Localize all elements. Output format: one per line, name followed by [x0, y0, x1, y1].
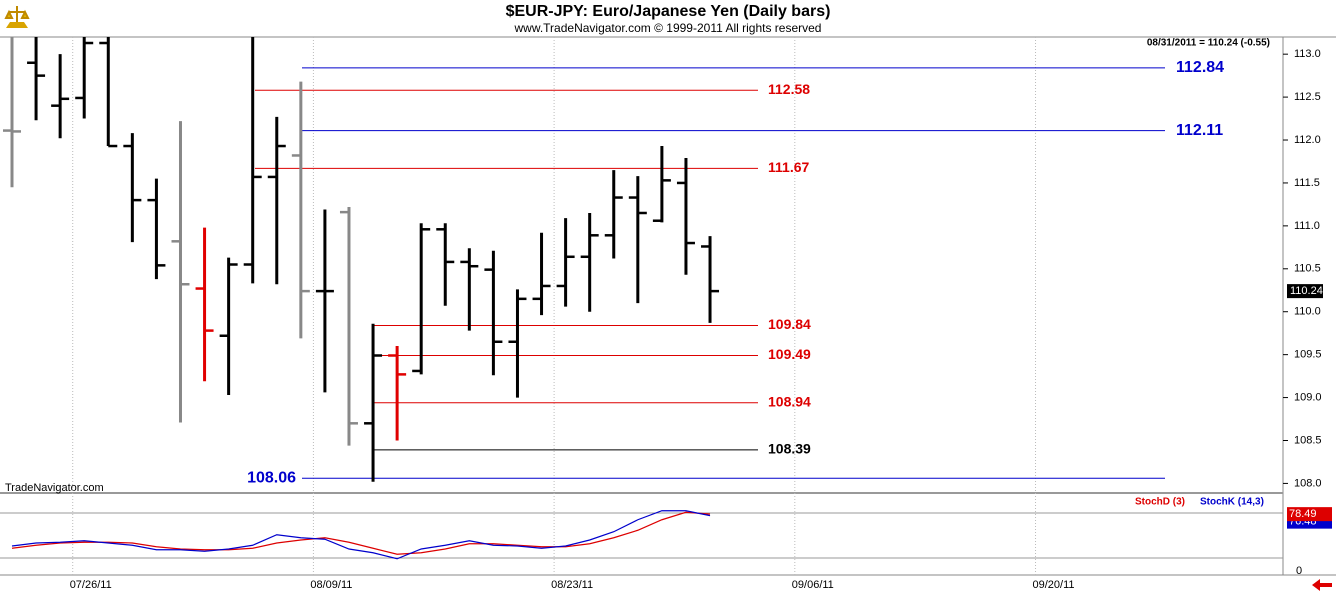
watermark: TradeNavigator.com [5, 482, 104, 494]
stoch-line [11, 510, 711, 560]
level-label: 108.39 [768, 441, 811, 457]
y-tick-label: 0 [1296, 565, 1302, 577]
y-tick-label: 111.0 [1294, 220, 1320, 232]
chart-title: $EUR-JPY: Euro/Japanese Yen (Daily bars) [506, 3, 831, 20]
stochastic-panel [0, 510, 1283, 560]
y-tick-label: 113.0 [1294, 48, 1321, 60]
y-tick-label: 111.5 [1294, 177, 1320, 189]
x-tick-label: 08/09/11 [310, 579, 352, 591]
y-tick-label: 108.5 [1294, 434, 1322, 446]
level-label: 109.49 [768, 346, 811, 362]
y-tick-label: 109.5 [1294, 349, 1322, 361]
scroll-arrow[interactable] [1312, 579, 1332, 591]
overlay: 07/26/11 08/09/11 08/23/11 09/06/11 09/20/11… [70, 48, 1332, 591]
y-tick-label: 109.0 [1294, 391, 1322, 403]
y-tick-label: 112.0 [1294, 134, 1321, 146]
value-badge [1287, 507, 1332, 522]
price-badge-label: 110.24 [1290, 285, 1323, 297]
level-label: 109.84 [768, 316, 811, 332]
status-text: 08/31/2011 = 110.24 (-0.55) [1147, 38, 1270, 49]
level-label: 112.84 [1176, 59, 1224, 76]
x-tick-label: 09/20/11 [1033, 579, 1075, 591]
y-tick-label: 108.0 [1294, 477, 1322, 489]
chart-subtitle: www.TradeNavigator.com © 1999-2011 All r… [514, 21, 822, 35]
level-label: 108.06 [247, 469, 296, 486]
level-label: 112.58 [768, 81, 810, 97]
x-tick-label: 07/26/11 [70, 579, 112, 591]
price-panel [3, 37, 1165, 482]
level-label: 108.94 [768, 393, 811, 409]
stoch-line [11, 511, 711, 555]
value-badge-label: 78.49 [1289, 508, 1317, 520]
y-tick-label: 112.5 [1294, 91, 1321, 103]
legend-entry: StochK (14,3) [1200, 497, 1264, 508]
logo [2, 2, 32, 32]
y-tick-label: 110.0 [1294, 306, 1321, 318]
level-label: 112.11 [1176, 122, 1223, 139]
x-tick-label: 08/23/11 [551, 579, 593, 591]
x-tick-label: 09/06/11 [792, 579, 834, 591]
y-tick-label: 110.5 [1294, 263, 1321, 275]
price-badge [1287, 284, 1323, 299]
level-label: 111.67 [768, 159, 809, 175]
legend-entry: StochD (3) [1135, 497, 1185, 508]
